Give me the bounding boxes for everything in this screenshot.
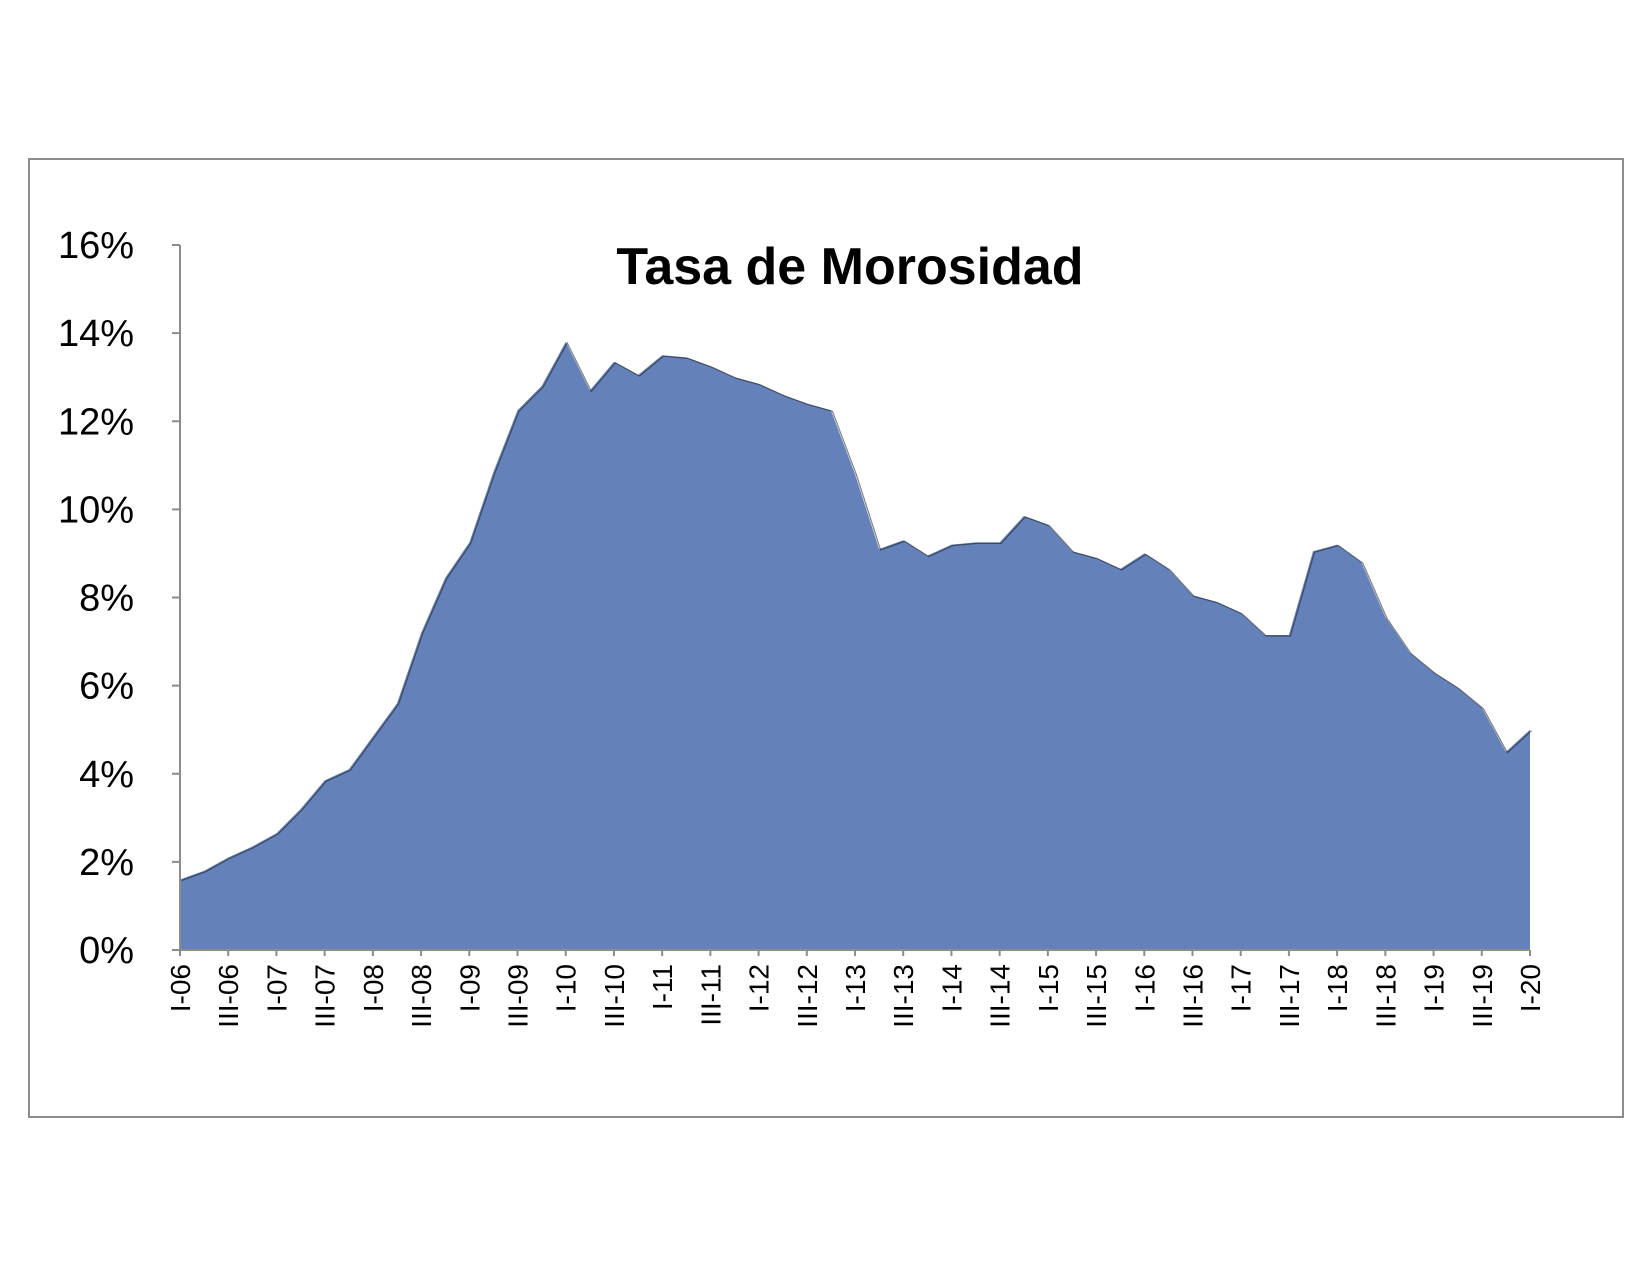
y-tick-label: 4% bbox=[79, 754, 134, 796]
x-tick-label: I-08 bbox=[358, 964, 389, 1012]
x-tick-label: I-10 bbox=[551, 964, 582, 1012]
y-tick-label: 12% bbox=[58, 401, 134, 443]
x-tick-label: III-17 bbox=[1274, 964, 1305, 1028]
x-tick-label: I-15 bbox=[1033, 964, 1064, 1012]
x-tick-label: I-09 bbox=[454, 964, 485, 1012]
y-tick-label: 14% bbox=[58, 313, 134, 355]
x-tick-label: I-17 bbox=[1226, 964, 1257, 1012]
x-tick-label: I-12 bbox=[744, 964, 775, 1012]
area-chart: 0% 2% 4% 6% 8% 10% 12% 14% 16% I-06 III-06 I-07 III… bbox=[58, 225, 1546, 1028]
x-tick-label: III-09 bbox=[503, 964, 534, 1028]
x-tick-label: III-18 bbox=[1370, 964, 1401, 1028]
y-tick-label: 6% bbox=[79, 666, 134, 708]
x-tick-label: III-16 bbox=[1178, 964, 1209, 1028]
y-axis: 0% 2% 4% 6% 8% 10% 12% 14% 16% bbox=[58, 225, 180, 972]
x-tick-label: I-20 bbox=[1515, 964, 1546, 1012]
x-tick-label: III-14 bbox=[985, 964, 1016, 1028]
x-tick-label: III-06 bbox=[213, 964, 244, 1028]
chart-frame: 0% 2% 4% 6% 8% 10% 12% 14% 16% I-06 III-06 I-07 III… bbox=[28, 158, 1624, 1118]
x-tick-label: III-07 bbox=[310, 964, 341, 1028]
x-tick-label: III-15 bbox=[1081, 964, 1112, 1028]
x-tick-label: III-11 bbox=[695, 964, 726, 1026]
x-tick-label: III-13 bbox=[888, 964, 919, 1028]
y-tick-label: 2% bbox=[79, 842, 134, 884]
x-tick-label: I-19 bbox=[1419, 964, 1450, 1012]
x-axis: I-06 III-06 I-07 III-07 I-08 III-08 I-09 III-09… bbox=[165, 950, 1546, 1028]
area-series-fill bbox=[180, 341, 1530, 950]
x-tick-label: I-18 bbox=[1322, 964, 1353, 1012]
area-series-edge bbox=[181, 341, 1532, 882]
x-tick-label: I-13 bbox=[840, 964, 871, 1012]
x-tick-label: III-19 bbox=[1467, 964, 1498, 1028]
x-tick-label: I-14 bbox=[936, 964, 967, 1012]
x-tick-label: I-07 bbox=[261, 964, 292, 1012]
y-tick-label: 10% bbox=[58, 489, 134, 531]
x-tick-label: I-06 bbox=[165, 964, 196, 1012]
x-tick-label: III-08 bbox=[406, 964, 437, 1028]
y-tick-label: 0% bbox=[79, 930, 134, 972]
x-tick-label: I-11 bbox=[647, 964, 678, 1010]
x-tick-label: III-10 bbox=[599, 964, 630, 1028]
y-tick-label: 16% bbox=[58, 225, 134, 267]
x-tick-label: I-16 bbox=[1129, 964, 1160, 1012]
chart-title: Tasa de Morosidad bbox=[616, 238, 1083, 296]
x-tick-label: III-12 bbox=[792, 964, 823, 1028]
y-tick-label: 8% bbox=[79, 578, 134, 620]
